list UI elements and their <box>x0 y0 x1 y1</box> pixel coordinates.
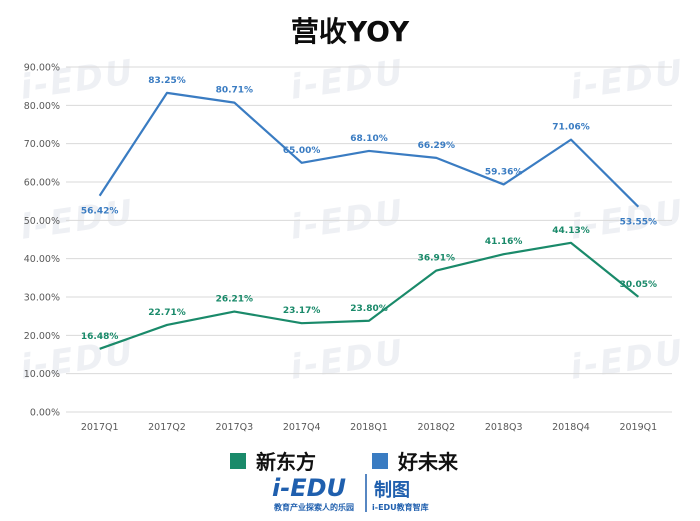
iedu-logo: i-EDU 教育产业探索人的乐园 制图 i-EDU教育智库 <box>272 474 429 512</box>
data-label-tal: 83.25% <box>148 76 186 86</box>
logo-subtext: 教育产业探索人的乐园 <box>273 502 354 512</box>
y-tick-label: 80.00% <box>24 101 60 112</box>
x-tick-label: 2017Q1 <box>81 422 119 433</box>
data-label-tal: 80.71% <box>216 86 254 96</box>
legend-item-xdf: 新东方 <box>230 446 316 475</box>
logo-text: i-EDU <box>272 474 346 502</box>
data-label-xdf: 44.13% <box>552 226 590 236</box>
data-label-xdf: 26.21% <box>216 295 254 305</box>
badge-text: 制图 <box>374 480 410 501</box>
data-label-xdf: 22.71% <box>148 308 186 318</box>
y-tick-label: 10.00% <box>24 369 60 380</box>
y-tick-label: 90.00% <box>24 63 60 74</box>
x-tick-label: 2017Q2 <box>148 422 186 433</box>
data-label-xdf: 36.91% <box>418 254 456 264</box>
x-tick-label: 2018Q4 <box>552 422 590 433</box>
data-label-tal: 66.29% <box>418 141 456 151</box>
data-label-xdf: 41.16% <box>485 237 523 247</box>
data-label-tal: 71.06% <box>552 123 590 133</box>
x-tick-label: 2018Q1 <box>350 422 388 433</box>
legend-item-tal: 好未来 <box>372 446 458 475</box>
chart-title: 营收YOY <box>290 15 410 48</box>
data-label-xdf: 23.17% <box>283 306 321 316</box>
x-tick-label: 2019Q1 <box>619 422 657 433</box>
legend-label-tal: 好未来 <box>398 450 458 474</box>
y-tick-label: 0.00% <box>30 408 60 419</box>
series-line-tal <box>98 91 640 208</box>
data-label-tal: 53.55% <box>620 218 658 228</box>
data-label-tal: 65.00% <box>283 146 321 156</box>
y-tick-label: 50.00% <box>24 216 60 227</box>
x-tick-label: 2017Q4 <box>283 422 321 433</box>
data-label-xdf: 23.80% <box>350 304 388 314</box>
data-label-tal: 59.36% <box>485 167 523 177</box>
x-tick-label: 2018Q2 <box>417 422 455 433</box>
badge-subtext: i-EDU教育智库 <box>372 502 429 512</box>
y-tick-label: 20.00% <box>24 331 60 342</box>
legend-label-xdf: 新东方 <box>256 450 316 474</box>
y-tick-label: 70.00% <box>24 139 60 150</box>
data-label-tal: 56.42% <box>81 207 119 217</box>
y-tick-label: 30.00% <box>24 293 60 304</box>
y-tick-label: 60.00% <box>24 178 60 189</box>
legend-swatch-tal <box>372 452 388 469</box>
chart-legend: 新东方 好未来 <box>230 446 458 475</box>
x-tick-label: 2017Q3 <box>215 422 253 433</box>
legend-swatch-xdf <box>230 452 246 469</box>
data-label-xdf: 30.05% <box>620 280 658 290</box>
y-tick-label: 40.00% <box>24 254 60 265</box>
x-tick-label: 2018Q3 <box>485 422 523 433</box>
data-label-tal: 68.10% <box>350 134 388 144</box>
data-label-xdf: 16.48% <box>81 332 119 342</box>
